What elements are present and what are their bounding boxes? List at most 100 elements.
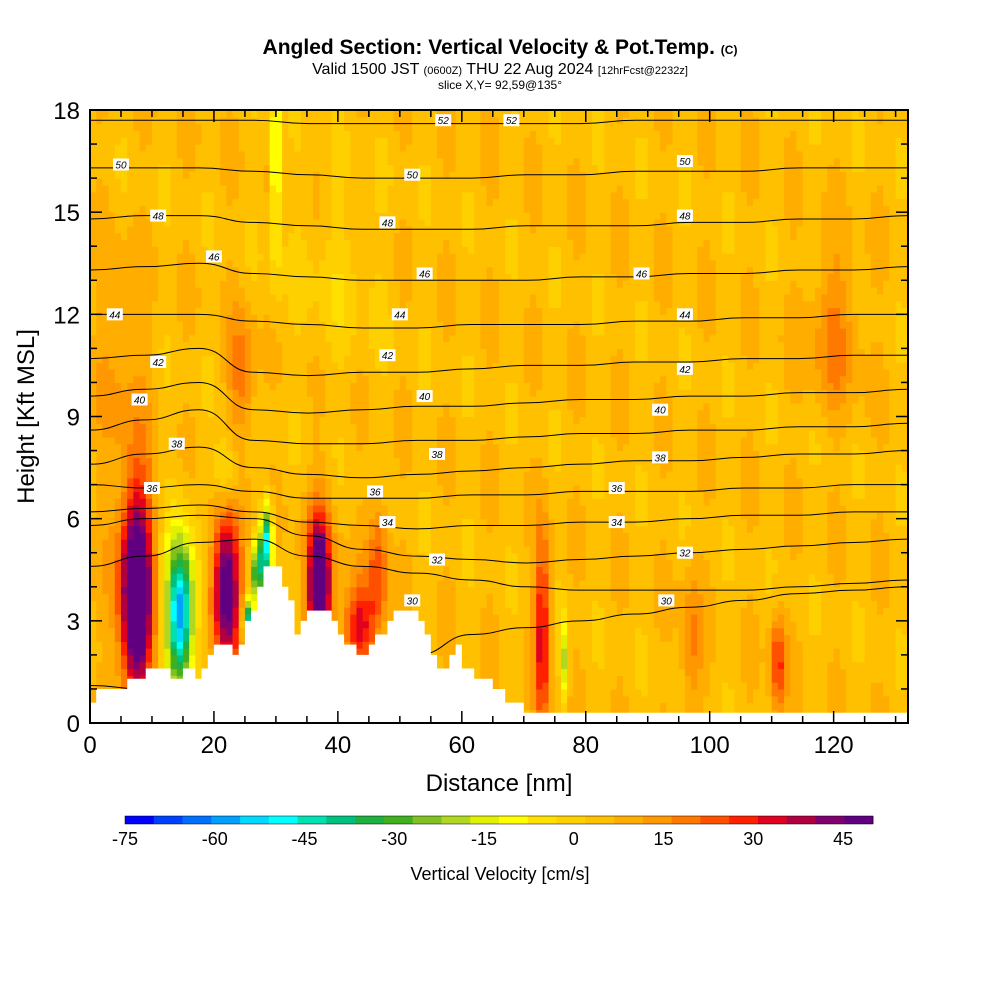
colorbar-tick-label: 15 — [654, 829, 674, 849]
contour-label: 40 — [652, 403, 669, 417]
colorbar-swatch — [125, 816, 155, 824]
isentrope-line — [90, 119, 908, 125]
contour-label-box — [391, 308, 408, 321]
y-tick-label: 12 — [53, 302, 80, 329]
contour-label-box — [150, 356, 167, 369]
isentrope-line — [90, 504, 908, 530]
contour-label-text: 42 — [153, 358, 165, 369]
contour-label-box — [658, 594, 675, 607]
contour-label: 46 — [633, 267, 650, 280]
colorbar-swatch — [671, 816, 701, 824]
contour-label: 46 — [205, 250, 222, 263]
contour-label-text: 38 — [171, 440, 183, 451]
isentrope-line — [90, 262, 908, 281]
contour-label: 32 — [429, 553, 446, 567]
contour-label-text: 38 — [431, 450, 443, 461]
contour-label-text: 40 — [655, 406, 667, 417]
contour-label: 34 — [379, 516, 396, 529]
contour-label-box — [429, 553, 446, 566]
isentrope-line — [90, 514, 908, 564]
contour-label: 36 — [143, 482, 160, 495]
contour-label: 42 — [150, 356, 167, 369]
contour-label-text: 32 — [679, 549, 691, 560]
colorbar-swatch — [642, 816, 673, 824]
colorbar-tick-label: -30 — [381, 829, 407, 849]
x-tick-label: 0 — [83, 732, 96, 759]
contour-label-text: 50 — [679, 157, 691, 168]
isentrope-layer — [90, 119, 908, 693]
x-axis-label: Distance [nm] — [426, 770, 573, 797]
contour-label: 44 — [106, 308, 123, 321]
colorbar-swatch — [844, 816, 874, 824]
contour-label-text: 40 — [419, 392, 431, 403]
contour-label-text: 40 — [134, 395, 146, 406]
colorbar-swatch — [182, 816, 212, 824]
contour-label-text: 46 — [419, 269, 431, 280]
isentrope-line — [90, 167, 908, 179]
isentrope-line — [90, 313, 908, 329]
colorbar: -75 -60 -45 -30 -15 0 15 30 45 Vertical Velocity … — [112, 815, 874, 884]
contour-label-text: 52 — [506, 116, 518, 127]
colorbar-swatch — [211, 816, 241, 824]
contour-label-box — [379, 349, 396, 362]
x-tick-label: 100 — [690, 732, 730, 759]
contour-label-box — [379, 216, 396, 229]
contour-label-text: 34 — [611, 518, 623, 529]
colorbar-swatch — [441, 816, 471, 824]
contour-label: 48 — [676, 209, 693, 223]
contour-label-box — [429, 447, 446, 460]
contour-label-text: 50 — [115, 160, 127, 171]
contour-label-text: 46 — [636, 269, 648, 280]
colorbar-label: Vertical Velocity [cm/s] — [410, 864, 589, 884]
colorbar-swatch — [499, 816, 529, 824]
colorbar-swatch — [614, 816, 644, 824]
x-tick-label: 80 — [572, 732, 599, 759]
contour-label-box — [404, 594, 421, 607]
contour-label-text: 30 — [661, 596, 673, 607]
contour-label-box — [435, 114, 452, 127]
terrain-mask — [90, 566, 908, 723]
x-tick-label: 20 — [201, 732, 228, 759]
y-tick-label: 3 — [67, 609, 80, 636]
contour-label-box — [205, 250, 222, 263]
colorbar-frame — [124, 815, 874, 825]
contour-label-box — [150, 209, 167, 222]
colorbar-swatch — [757, 816, 788, 824]
y-tick-label: 18 — [53, 98, 80, 125]
contour-label: 42 — [676, 362, 693, 376]
contour-label: 38 — [168, 437, 185, 451]
colorbar-swatch — [268, 816, 299, 824]
contour-label-text: 38 — [655, 453, 667, 464]
colorbar-swatch — [153, 816, 183, 824]
isentrope-line — [90, 215, 908, 230]
velocity-field — [90, 110, 908, 723]
colorbar-swatch — [700, 816, 730, 824]
contour-label-box — [503, 114, 520, 127]
colorbar-swatch — [412, 816, 442, 824]
contour-label: 36 — [367, 485, 384, 498]
contour-label: 52 — [435, 114, 452, 127]
colorbar-swatch — [326, 816, 356, 824]
contour-label-text: 36 — [146, 484, 158, 495]
contour-label-box — [106, 308, 123, 321]
y-axis-label: Height [Kft MSL] — [13, 329, 40, 504]
colorbar-swatch — [297, 816, 327, 824]
colorbar-tick-label: -60 — [202, 829, 228, 849]
contour-label-text: 30 — [407, 596, 419, 607]
contour-label-box — [112, 158, 129, 171]
contour-label: 40 — [131, 393, 148, 406]
colorbar-swatch — [556, 816, 586, 824]
contour-label: 30 — [658, 594, 675, 607]
contour-label-box — [608, 516, 625, 529]
colorbar-swatch — [470, 816, 500, 824]
contour-label-box — [676, 362, 693, 375]
contour-label-text: 44 — [394, 310, 406, 321]
colorbar-swatch — [240, 816, 270, 824]
contour-label: 38 — [652, 451, 669, 464]
contour-label-box — [633, 267, 650, 280]
colorbar-tick-label: -45 — [292, 829, 318, 849]
contour-label: 38 — [429, 447, 446, 461]
colorbar-swatch — [585, 816, 615, 824]
